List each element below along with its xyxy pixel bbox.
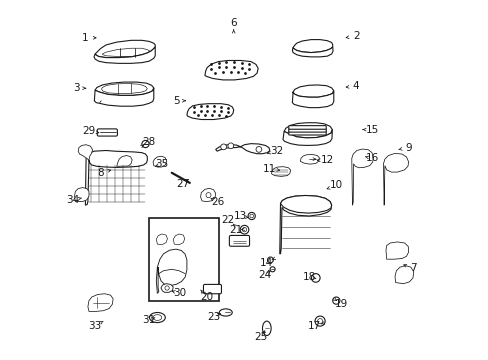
Text: 7: 7 [409, 263, 416, 273]
Polygon shape [383, 153, 408, 205]
Text: 13: 13 [234, 211, 247, 221]
Ellipse shape [249, 214, 253, 218]
Ellipse shape [262, 321, 270, 336]
Polygon shape [292, 40, 332, 53]
Polygon shape [271, 167, 290, 176]
Ellipse shape [219, 309, 232, 316]
Ellipse shape [220, 144, 226, 150]
Polygon shape [394, 266, 413, 284]
Text: 20: 20 [200, 292, 213, 302]
Polygon shape [279, 195, 331, 254]
Polygon shape [173, 234, 184, 245]
Polygon shape [385, 242, 408, 259]
Polygon shape [75, 188, 89, 202]
Text: 18: 18 [302, 272, 315, 282]
Polygon shape [200, 188, 215, 202]
Bar [149, 218, 219, 301]
Polygon shape [186, 104, 233, 120]
Text: 28: 28 [142, 137, 155, 147]
Text: 3: 3 [73, 83, 80, 93]
Polygon shape [85, 150, 147, 205]
Polygon shape [292, 91, 333, 108]
Text: 4: 4 [352, 81, 359, 91]
Text: 21: 21 [228, 225, 242, 235]
Text: 2: 2 [352, 31, 359, 41]
Text: 12: 12 [320, 155, 333, 165]
Text: 8: 8 [97, 168, 103, 178]
Text: 29: 29 [82, 126, 96, 136]
Text: 5: 5 [172, 96, 179, 106]
Text: 27: 27 [176, 179, 189, 189]
FancyBboxPatch shape [229, 235, 249, 246]
Polygon shape [292, 85, 333, 97]
FancyBboxPatch shape [203, 284, 221, 294]
Polygon shape [156, 234, 167, 245]
Polygon shape [280, 195, 331, 213]
FancyBboxPatch shape [288, 129, 325, 132]
Polygon shape [94, 88, 153, 106]
Ellipse shape [332, 297, 339, 304]
Polygon shape [204, 60, 258, 80]
Text: 11: 11 [263, 164, 276, 174]
Ellipse shape [240, 225, 248, 234]
Ellipse shape [256, 147, 261, 152]
Text: 33: 33 [88, 321, 102, 331]
Text: 6: 6 [230, 18, 237, 28]
Polygon shape [292, 47, 332, 57]
Ellipse shape [242, 228, 246, 232]
Ellipse shape [314, 316, 325, 326]
FancyBboxPatch shape [97, 129, 117, 136]
Text: 26: 26 [210, 197, 224, 207]
Polygon shape [95, 82, 153, 95]
Polygon shape [117, 156, 132, 166]
Polygon shape [156, 249, 186, 293]
Ellipse shape [153, 315, 162, 320]
Polygon shape [78, 145, 92, 160]
Polygon shape [95, 40, 155, 58]
Ellipse shape [267, 257, 273, 263]
Polygon shape [300, 154, 319, 164]
Text: 32: 32 [270, 146, 283, 156]
Text: 9: 9 [404, 143, 411, 153]
Polygon shape [283, 130, 332, 145]
Text: 10: 10 [329, 180, 342, 190]
Text: 34: 34 [66, 195, 79, 205]
Polygon shape [215, 144, 269, 154]
Text: 14: 14 [259, 258, 272, 268]
FancyBboxPatch shape [288, 131, 325, 135]
Text: 25: 25 [254, 332, 267, 342]
Text: 1: 1 [82, 33, 88, 43]
Text: 15: 15 [365, 125, 378, 135]
Text: 35: 35 [155, 159, 168, 169]
Ellipse shape [149, 312, 165, 323]
FancyBboxPatch shape [288, 126, 325, 129]
Polygon shape [153, 156, 166, 167]
Polygon shape [94, 47, 155, 63]
Ellipse shape [269, 267, 275, 272]
Text: 31: 31 [142, 315, 155, 325]
Text: 24: 24 [258, 270, 271, 280]
Ellipse shape [317, 319, 322, 324]
Ellipse shape [227, 143, 233, 149]
Text: 22: 22 [221, 215, 234, 225]
Text: 17: 17 [307, 321, 321, 331]
Polygon shape [284, 123, 332, 138]
Ellipse shape [142, 140, 149, 148]
Polygon shape [351, 149, 373, 205]
Text: 16: 16 [365, 153, 378, 163]
Text: 19: 19 [334, 299, 347, 309]
Ellipse shape [311, 274, 320, 282]
Text: 23: 23 [207, 312, 220, 322]
Polygon shape [161, 284, 173, 292]
Text: 30: 30 [173, 288, 186, 298]
Ellipse shape [247, 212, 255, 220]
Ellipse shape [205, 193, 211, 198]
Ellipse shape [164, 286, 169, 290]
Polygon shape [88, 294, 113, 311]
